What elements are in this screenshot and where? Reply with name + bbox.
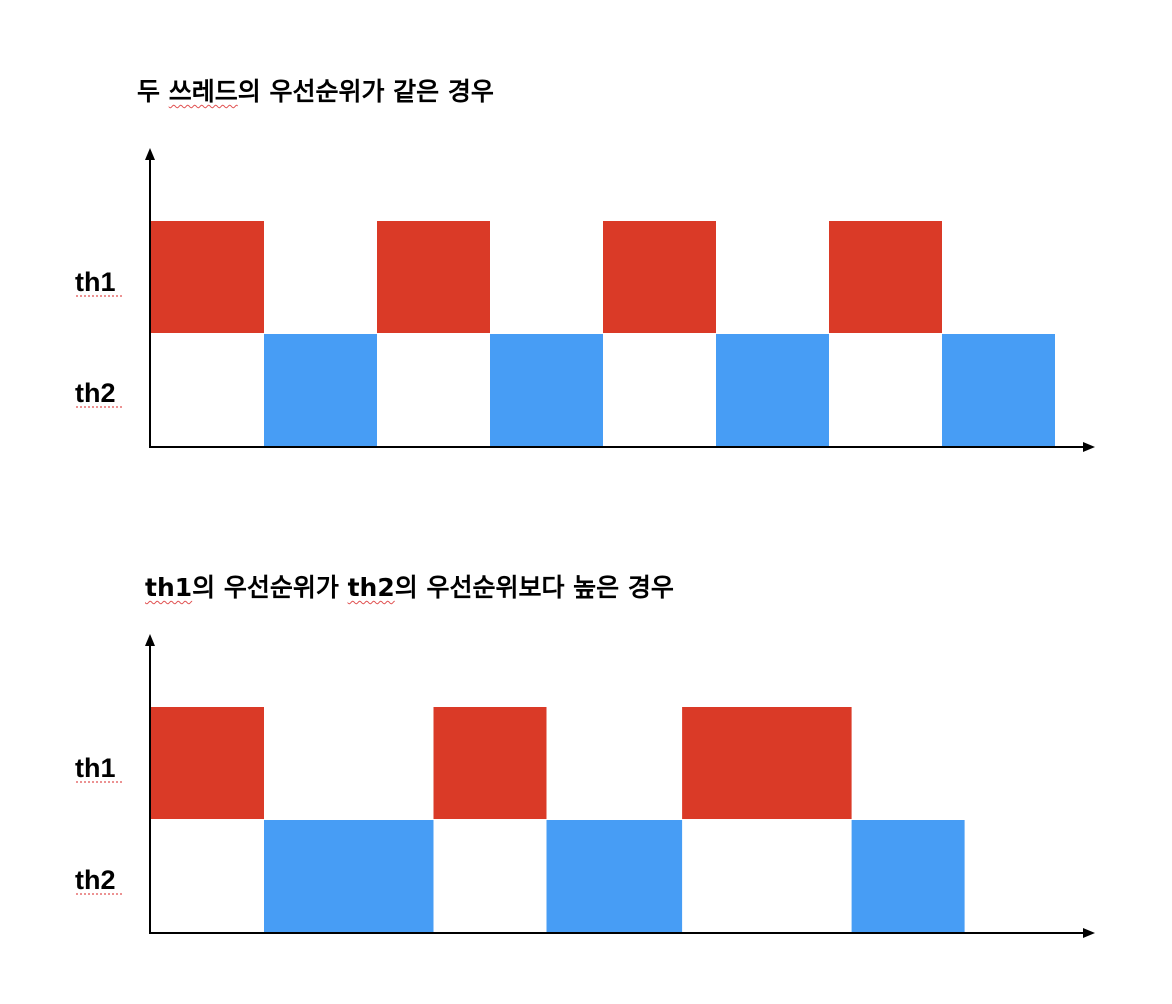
title-1-part-1: 두 bbox=[137, 77, 169, 106]
title-2-part-1: th1 bbox=[145, 573, 193, 602]
diagram-2-blocks bbox=[151, 707, 965, 932]
diagram-1-title: 두 쓰레드의 우선순위가 같은 경우 bbox=[137, 72, 494, 108]
diagram-1-th2-label: th2 bbox=[75, 378, 116, 408]
diagram-2-th1-label: th1 bbox=[75, 753, 116, 783]
diagram-2-title: th1의 우선순위가 th2의 우선순위보다 높은 경우 bbox=[145, 568, 674, 604]
diagram-1-th2-block-4 bbox=[942, 334, 1055, 446]
diagram-2-x-arrow-icon bbox=[1083, 928, 1095, 938]
diagram-1-th2-block-2 bbox=[490, 334, 603, 446]
diagram-2-th1-block-3 bbox=[682, 707, 852, 819]
diagram-1-th1-label: th1 bbox=[75, 267, 116, 297]
diagram-1-th1-block-1 bbox=[151, 221, 264, 333]
diagram-1-th1-block-2 bbox=[377, 221, 490, 333]
title-2-part-2: 의 우선순위가 bbox=[192, 573, 348, 602]
diagram-2-th2-block-2 bbox=[546, 820, 683, 932]
title-2-part-3: th2 bbox=[347, 573, 395, 602]
diagram-2-y-arrow-icon bbox=[145, 634, 155, 646]
diagram-1-x-arrow-icon bbox=[1083, 442, 1095, 452]
diagram-2-th1-block-2 bbox=[433, 707, 547, 819]
diagram-1-y-arrow-icon bbox=[145, 148, 155, 160]
diagram-1-th2-block-3 bbox=[716, 334, 829, 446]
diagram-2-th1-block-1 bbox=[151, 707, 264, 819]
diagram-2-th2-block-3 bbox=[851, 820, 965, 932]
diagram-1-th1-block-3 bbox=[603, 221, 716, 333]
diagram-2-th2-label: th2 bbox=[75, 865, 116, 895]
title-1-part-2: 쓰레드 bbox=[168, 77, 238, 106]
diagram-1-th2-block-1 bbox=[264, 334, 377, 446]
diagram-2-th2-block-1 bbox=[264, 820, 434, 932]
title-2-part-4: 의 우선순위보다 높은 경우 bbox=[394, 573, 674, 602]
title-1-part-3: 의 우선순위가 같은 경우 bbox=[237, 77, 494, 106]
diagram-1-th1-block-4 bbox=[829, 221, 942, 333]
diagram-1-blocks bbox=[151, 221, 1055, 446]
